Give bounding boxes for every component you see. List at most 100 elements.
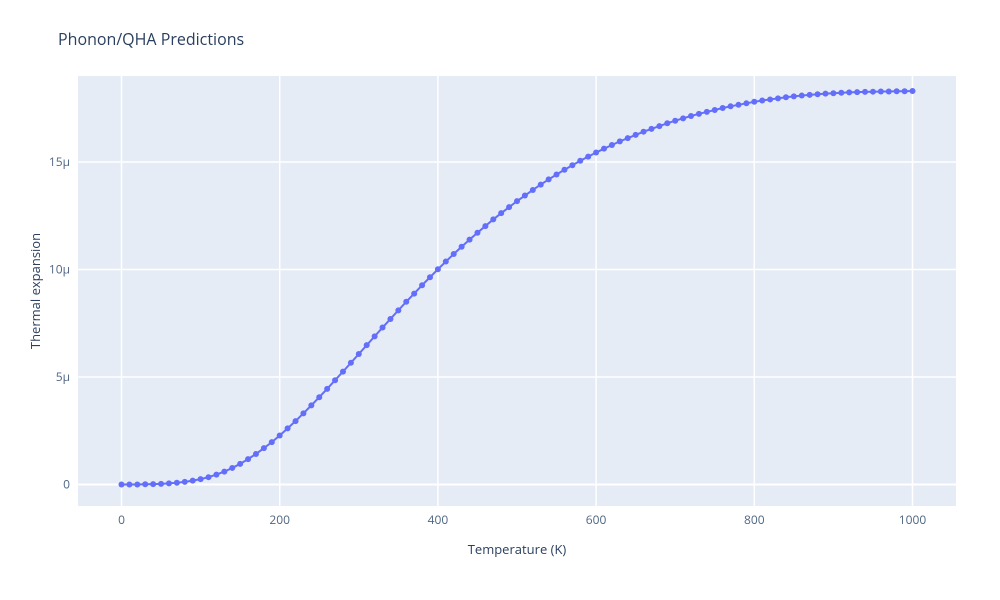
data-point[interactable] bbox=[395, 307, 401, 313]
data-point[interactable] bbox=[862, 89, 868, 95]
data-point[interactable] bbox=[229, 465, 235, 471]
data-point[interactable] bbox=[482, 223, 488, 229]
data-point[interactable] bbox=[522, 193, 528, 199]
data-point[interactable] bbox=[126, 482, 132, 488]
data-point[interactable] bbox=[775, 95, 781, 101]
data-point[interactable] bbox=[569, 162, 575, 168]
data-point[interactable] bbox=[285, 425, 291, 431]
data-point[interactable] bbox=[791, 93, 797, 99]
data-point[interactable] bbox=[198, 476, 204, 482]
data-point[interactable] bbox=[316, 394, 322, 400]
data-point[interactable] bbox=[902, 88, 908, 94]
data-point[interactable] bbox=[554, 171, 560, 177]
data-point[interactable] bbox=[427, 274, 433, 280]
data-point[interactable] bbox=[158, 481, 164, 487]
data-point[interactable] bbox=[546, 176, 552, 182]
data-point[interactable] bbox=[799, 93, 805, 99]
data-point[interactable] bbox=[680, 115, 686, 121]
data-point[interactable] bbox=[380, 325, 386, 331]
data-point[interactable] bbox=[656, 123, 662, 129]
data-point[interactable] bbox=[142, 481, 148, 487]
data-point[interactable] bbox=[822, 91, 828, 97]
data-point[interactable] bbox=[474, 230, 480, 236]
data-point[interactable] bbox=[783, 94, 789, 100]
data-point[interactable] bbox=[735, 102, 741, 108]
data-point[interactable] bbox=[237, 461, 243, 467]
data-point[interactable] bbox=[364, 342, 370, 348]
data-point[interactable] bbox=[648, 126, 654, 132]
data-point[interactable] bbox=[846, 89, 852, 95]
data-point[interactable] bbox=[300, 410, 306, 416]
data-point[interactable] bbox=[910, 88, 916, 94]
data-point[interactable] bbox=[633, 132, 639, 138]
data-point[interactable] bbox=[221, 469, 227, 475]
data-point[interactable] bbox=[886, 88, 892, 94]
data-point[interactable] bbox=[332, 377, 338, 383]
data-point[interactable] bbox=[728, 103, 734, 109]
data-point[interactable] bbox=[696, 111, 702, 117]
data-point[interactable] bbox=[134, 482, 140, 488]
data-point[interactable] bbox=[324, 386, 330, 392]
data-point[interactable] bbox=[894, 88, 900, 94]
data-point[interactable] bbox=[411, 291, 417, 297]
data-point[interactable] bbox=[213, 472, 219, 478]
data-point[interactable] bbox=[870, 89, 876, 95]
data-point[interactable] bbox=[807, 92, 813, 98]
data-point[interactable] bbox=[838, 90, 844, 96]
data-point[interactable] bbox=[467, 237, 473, 243]
data-point[interactable] bbox=[672, 118, 678, 124]
data-point[interactable] bbox=[245, 456, 251, 462]
data-point[interactable] bbox=[190, 478, 196, 484]
data-point[interactable] bbox=[664, 120, 670, 126]
data-point[interactable] bbox=[419, 282, 425, 288]
data-point[interactable] bbox=[356, 351, 362, 357]
data-point[interactable] bbox=[751, 99, 757, 105]
data-point[interactable] bbox=[490, 216, 496, 222]
data-point[interactable] bbox=[712, 107, 718, 113]
data-point[interactable] bbox=[815, 91, 821, 97]
data-point[interactable] bbox=[166, 480, 172, 486]
data-point[interactable] bbox=[387, 316, 393, 322]
data-point[interactable] bbox=[261, 445, 267, 451]
data-point[interactable] bbox=[704, 109, 710, 115]
data-point[interactable] bbox=[119, 482, 125, 488]
data-point[interactable] bbox=[435, 266, 441, 272]
data-point[interactable] bbox=[854, 89, 860, 95]
data-point[interactable] bbox=[150, 481, 156, 487]
data-point[interactable] bbox=[182, 479, 188, 485]
data-point[interactable] bbox=[451, 251, 457, 257]
data-point[interactable] bbox=[577, 158, 583, 164]
data-point[interactable] bbox=[641, 129, 647, 135]
data-point[interactable] bbox=[253, 451, 259, 457]
data-point[interactable] bbox=[498, 210, 504, 216]
data-point[interactable] bbox=[174, 480, 180, 486]
data-point[interactable] bbox=[269, 439, 275, 445]
data-point[interactable] bbox=[601, 146, 607, 152]
data-point[interactable] bbox=[506, 204, 512, 210]
data-point[interactable] bbox=[459, 244, 465, 250]
data-point[interactable] bbox=[830, 90, 836, 96]
data-point[interactable] bbox=[743, 100, 749, 106]
data-point[interactable] bbox=[561, 167, 567, 173]
data-point[interactable] bbox=[720, 105, 726, 111]
data-point[interactable] bbox=[403, 299, 409, 305]
data-point[interactable] bbox=[617, 138, 623, 144]
data-point[interactable] bbox=[585, 154, 591, 160]
data-point[interactable] bbox=[206, 474, 212, 480]
data-point[interactable] bbox=[443, 259, 449, 265]
data-point[interactable] bbox=[767, 96, 773, 102]
data-point[interactable] bbox=[530, 187, 536, 193]
data-point[interactable] bbox=[609, 142, 615, 148]
data-point[interactable] bbox=[514, 198, 520, 204]
data-point[interactable] bbox=[593, 150, 599, 156]
data-point[interactable] bbox=[348, 360, 354, 366]
data-point[interactable] bbox=[372, 333, 378, 339]
data-point[interactable] bbox=[878, 88, 884, 94]
data-point[interactable] bbox=[340, 369, 346, 375]
data-point[interactable] bbox=[293, 418, 299, 424]
data-point[interactable] bbox=[277, 432, 283, 438]
data-point[interactable] bbox=[538, 182, 544, 188]
data-point[interactable] bbox=[308, 402, 314, 408]
data-point[interactable] bbox=[759, 98, 765, 104]
data-point[interactable] bbox=[625, 135, 631, 141]
